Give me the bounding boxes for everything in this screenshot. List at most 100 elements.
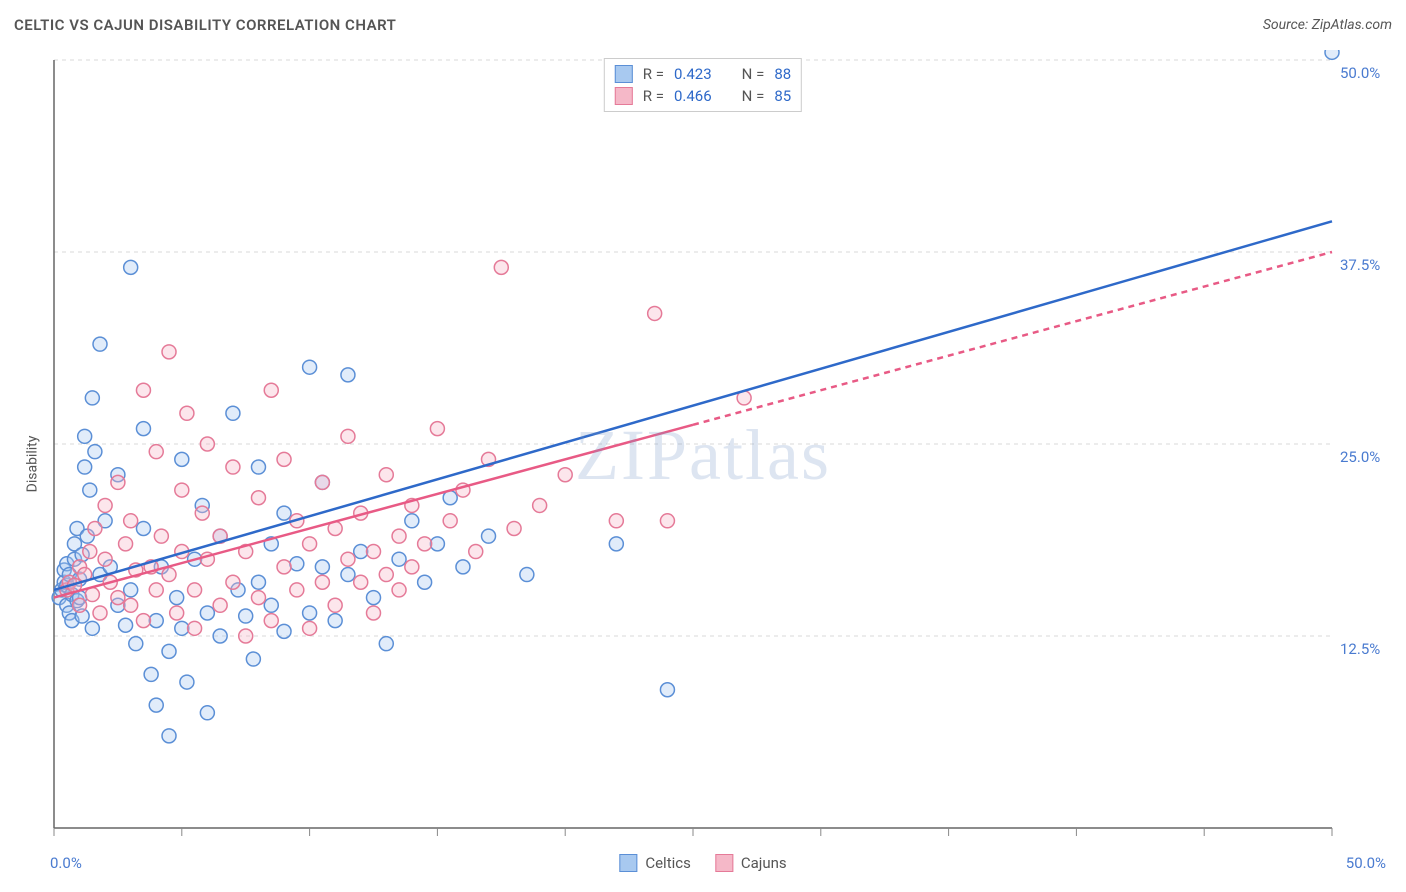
cajuns-point [367, 606, 381, 620]
cajuns-point [226, 460, 240, 474]
cajuns-point [111, 475, 125, 489]
legend-item-cajuns: Cajuns [715, 854, 787, 872]
cajuns-point [93, 606, 107, 620]
cajuns-point [648, 306, 662, 320]
series-legend: Celtics Cajuns [619, 854, 786, 872]
celtics-point [88, 445, 102, 459]
celtics-point [85, 621, 99, 635]
legend-item-celtics: Celtics [619, 854, 691, 872]
cajuns-point [533, 498, 547, 512]
cajuns-point [136, 383, 150, 397]
cajuns-point [341, 552, 355, 566]
celtics-point [430, 537, 444, 551]
cajuns-point [354, 575, 368, 589]
cajuns-point [83, 545, 97, 559]
y-gridline-label: 12.5% [1340, 640, 1380, 658]
celtics-point [354, 545, 368, 559]
cajuns-point [392, 529, 406, 543]
cajuns-point [188, 621, 202, 635]
celtics-point [246, 652, 260, 666]
n-label: N = [742, 65, 765, 83]
celtics-point [83, 483, 97, 497]
celtics-point [144, 667, 158, 681]
scatter-chart: 12.5% 25.0% 37.5% 50.0% [14, 50, 1392, 878]
y-gridline-label: 37.5% [1340, 256, 1380, 274]
n-label: N = [742, 87, 765, 105]
cajuns-point [98, 552, 112, 566]
celtics-point [124, 260, 138, 274]
cajuns-point [73, 598, 87, 612]
cajuns-point [507, 521, 521, 535]
celtics-point [170, 591, 184, 605]
celtics-point [136, 422, 150, 436]
celtics-point [367, 591, 381, 605]
celtics-point [251, 575, 265, 589]
celtics-point [149, 614, 163, 628]
cajuns-point [239, 629, 253, 643]
celtics-trendline [54, 221, 1332, 590]
celtics-point [264, 598, 278, 612]
celtics-point [78, 460, 92, 474]
chart-title: CELTIC VS CAJUN DISABILITY CORRELATION C… [14, 16, 396, 34]
cajuns-point [226, 575, 240, 589]
celtics-point [180, 675, 194, 689]
celtics-point [251, 460, 265, 474]
celtics-point [609, 537, 623, 551]
cajuns-point [124, 514, 138, 528]
cajuns-point [180, 406, 194, 420]
cajuns-point [303, 621, 317, 635]
cajuns-point [149, 445, 163, 459]
n-value: 88 [774, 65, 791, 83]
swatch-icon [619, 854, 637, 872]
source-label: Source: ZipAtlas.com [1263, 17, 1392, 33]
y-gridline-label: 25.0% [1340, 448, 1380, 466]
celtics-point [482, 529, 496, 543]
celtics-point [328, 614, 342, 628]
celtics-point [277, 624, 291, 638]
cajuns-point [136, 614, 150, 628]
celtics-point [119, 618, 133, 632]
r-value: 0.423 [674, 65, 712, 83]
cajuns-point [175, 483, 189, 497]
celtics-point [175, 452, 189, 466]
cajuns-point [195, 506, 209, 520]
celtics-point [129, 637, 143, 651]
cajuns-point [379, 568, 393, 582]
celtics-point [277, 506, 291, 520]
cajuns-point [124, 598, 138, 612]
cajuns-point [111, 591, 125, 605]
celtics-point [93, 337, 107, 351]
celtics-point [405, 514, 419, 528]
cajuns-trendline-dashed [693, 252, 1332, 425]
cajuns-point [430, 422, 444, 436]
celtics-point [303, 606, 317, 620]
celtics-point [379, 637, 393, 651]
cajuns-point [341, 429, 355, 443]
cajuns-point [315, 475, 329, 489]
celtics-point [162, 729, 176, 743]
cajuns-point [315, 575, 329, 589]
r-label: R = [643, 87, 664, 105]
cajuns-point [558, 468, 572, 482]
cajuns-point [609, 514, 623, 528]
celtics-point [418, 575, 432, 589]
celtics-point [341, 368, 355, 382]
cajuns-point [188, 583, 202, 597]
r-label: R = [643, 65, 664, 83]
cajuns-point [418, 537, 432, 551]
celtics-point [78, 429, 92, 443]
celtics-point [200, 706, 214, 720]
cajuns-point [443, 514, 457, 528]
y-gridline-label: 50.0% [1340, 64, 1380, 82]
cajuns-point [290, 583, 304, 597]
cajuns-point [88, 521, 102, 535]
cajuns-swatch [615, 87, 633, 105]
x-origin-label: 0.0% [50, 854, 82, 872]
cajuns-point [367, 545, 381, 559]
celtics-point [200, 606, 214, 620]
y-axis-label: Disability [24, 436, 40, 493]
n-value: 85 [774, 87, 791, 105]
cajuns-point [213, 598, 227, 612]
cajuns-point [277, 560, 291, 574]
cajuns-point [405, 560, 419, 574]
